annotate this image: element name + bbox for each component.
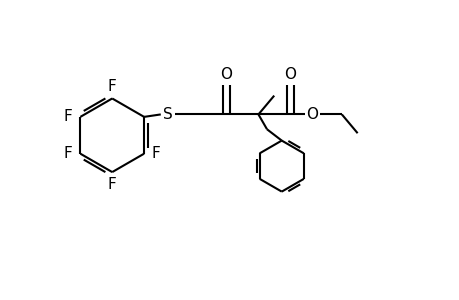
Text: S: S xyxy=(162,107,172,122)
Text: F: F xyxy=(63,146,73,161)
Text: F: F xyxy=(63,110,73,124)
Text: F: F xyxy=(107,79,116,94)
Text: O: O xyxy=(220,67,232,82)
Text: F: F xyxy=(107,177,116,192)
Text: O: O xyxy=(306,107,318,122)
Text: F: F xyxy=(151,146,160,161)
Text: O: O xyxy=(284,67,296,82)
